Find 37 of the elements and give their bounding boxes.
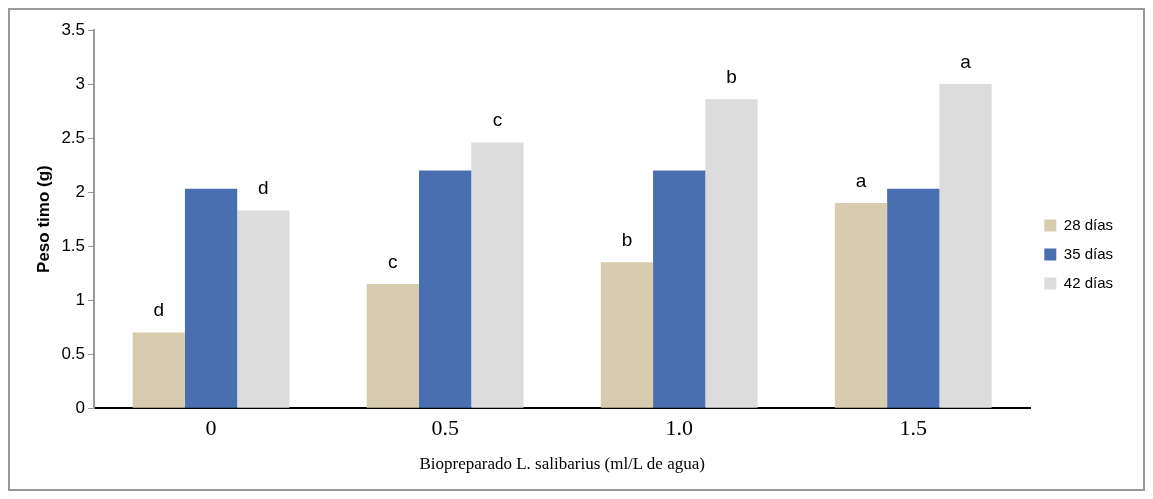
data-label: c <box>492 109 503 131</box>
data-label: a <box>855 169 867 191</box>
data-label: b <box>621 229 633 251</box>
y-tick-label: 2 <box>75 181 86 201</box>
bar <box>132 332 185 408</box>
x-tick-label: 0.5 <box>431 415 459 441</box>
y-tick-label: 1 <box>75 289 86 309</box>
y-tick-label: 3 <box>75 73 86 93</box>
bar <box>887 188 940 408</box>
x-tick-label: 0 <box>205 415 217 441</box>
bar <box>834 202 888 408</box>
bar <box>705 99 758 408</box>
y-tick-label: 3.5 <box>61 19 86 39</box>
y-tick-label: 0.5 <box>61 343 86 363</box>
y-axis-title: Peso timo (g) <box>33 165 53 273</box>
x-tick-label: 1.5 <box>899 415 928 441</box>
bar <box>237 210 290 408</box>
bar <box>939 84 992 408</box>
data-label: d <box>258 177 269 199</box>
y-tick-label: 0 <box>75 397 86 417</box>
y-tick-label: 1.5 <box>61 235 86 255</box>
legend-label: 35 días <box>1063 244 1114 262</box>
data-label: a <box>960 50 972 72</box>
bar <box>600 262 654 408</box>
x-tick-label: 1.0 <box>665 415 693 441</box>
data-label: b <box>726 65 737 87</box>
bar <box>418 170 472 408</box>
bar <box>184 188 238 408</box>
bar <box>653 170 706 408</box>
y-tick-label: 2.5 <box>61 127 86 147</box>
data-label: c <box>388 250 398 272</box>
x-axis-title: Biopreparado L. salibarius (ml/L de agua) <box>419 454 705 474</box>
legend-label: 42 días <box>1063 273 1114 291</box>
bar <box>366 283 419 408</box>
bar <box>471 142 524 408</box>
data-label: d <box>153 299 165 321</box>
legend-label: 28 días <box>1063 215 1114 233</box>
